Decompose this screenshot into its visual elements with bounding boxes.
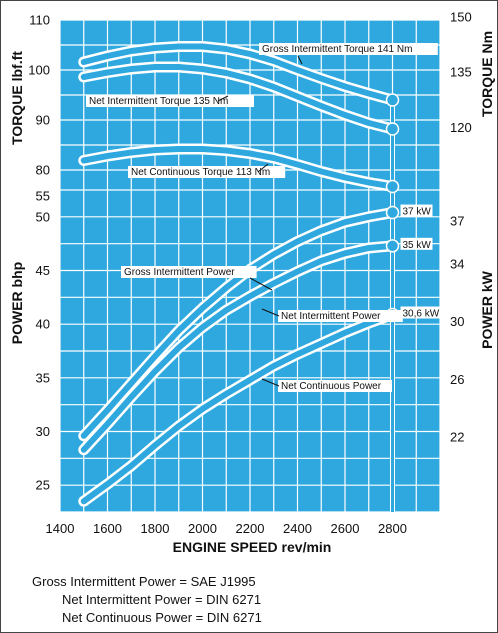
x-tick-label-1800: 1800 [141,521,170,536]
left-tick-label-90: 90 [36,113,50,128]
end-label-35-kw: 35 kW [403,240,432,251]
torque-right-axis-title: TORQUE Nm [479,31,495,117]
footnote-gross-intermittent: Gross Intermittent Power = SAE J1995 [32,574,256,589]
power-gross-intermittent-power-end-marker [385,205,400,220]
right-tick-label-37: 37 [450,213,464,228]
power-right-axis-title: POWER kW [479,270,495,349]
x-axis-title: ENGINE SPEED rev/min [173,539,332,555]
callout-net-intermittent-torque-bg [86,95,254,107]
callout-gross-intermittent-torque-text: Gross Intermittent Torque 141 Nm [262,44,412,55]
left-tick-label-55: 55 [36,189,50,204]
callout-net-continuous-torque-text: Net Continuous Torque 113 Nm [131,167,270,178]
callout-net-continuous-torque-leader [257,163,269,173]
callout-net-continuous-power-leader [261,378,280,387]
torque-net-intermittent-torque-135-nm-end-marker [385,122,400,136]
power-net-continuous-power-line [80,311,396,505]
x-tick-label-2600: 2600 [331,521,360,536]
callout-net-intermittent-torque-text: Net Intermittent Torque 135 Nm [89,96,228,107]
callout-net-intermittent-power-leader [261,308,280,317]
callout-gross-intermittent-power-text: Gross Intermittent Power [124,267,235,278]
left-tick-label-80: 80 [36,163,50,178]
right-tick-label-135: 135 [450,65,472,80]
torque-left-axis-title: TORQUE lbf.ft [9,51,25,145]
left-tick-label-110: 110 [29,13,50,28]
end-label-bg-35-kw [400,237,433,250]
end-label-30-6-kw: 30,6 kW [403,309,440,320]
right-tick-label-120: 120 [450,120,472,135]
callout-net-intermittent-torque-leader [217,95,229,102]
torque-net-intermittent-torque-135-nm-line [80,64,396,132]
left-tick-label-25: 25 [36,478,50,493]
callout-net-continuous-power-bg [278,380,392,392]
footnote-net-intermittent: Net Intermittent Power = DIN 6271 [62,592,262,607]
callout-gross-intermittent-power-bg [121,266,257,278]
end-label-bg-37-kw [400,204,433,217]
callout-gross-intermittent-torque-leader [297,55,303,65]
left-tick-label-30: 30 [36,424,50,439]
right-tick-label-30: 30 [450,314,464,329]
power-net-intermittent-power-end-marker [385,239,400,253]
callout-net-intermittent-power-text: Net Intermittent Power [281,311,381,322]
x-tick-label-2000: 2000 [188,521,217,536]
torque-gross-intermittent-torque-141-nm-line [80,43,396,103]
right-tick-label-26: 26 [450,372,464,387]
right-tick-label-34: 34 [450,257,464,272]
left-tick-label-100: 100 [28,63,50,78]
footnote-net-continuous: Net Continuous Power = DIN 6271 [62,610,262,625]
left-tick-label-40: 40 [36,317,50,332]
x-tick-label-2400: 2400 [283,521,312,536]
torque-gross-intermittent-torque-141-nm-end-marker [385,93,400,107]
callout-gross-intermittent-power-leader [249,277,273,291]
x-tick-label-1400: 1400 [46,521,75,536]
x-tick-label-1600: 1600 [93,521,122,536]
callout-net-intermittent-power-bg [278,310,403,322]
x-tick-label-2800: 2800 [378,521,407,536]
left-tick-label-35: 35 [36,370,50,385]
x-tick-label-2200: 2200 [236,521,265,536]
footnotes: Gross Intermittent Power = SAE J1995 Net… [32,573,262,627]
power-gross-intermittent-power-line [80,209,396,439]
end-label-bg-30-6-kw [400,306,444,319]
callout-net-continuous-power-text: Net Continuous Power [281,381,382,392]
right-tick-label-22: 22 [450,429,464,444]
torque-net-continuous-torque-113-nm-end-marker [385,179,400,194]
power-net-intermittent-power-line [80,242,396,453]
callout-gross-intermittent-torque-bg [259,43,438,55]
left-tick-label-50: 50 [36,209,50,224]
right-tick-label-150: 150 [450,9,472,24]
torque-net-continuous-torque-113-nm-line [80,146,396,190]
power-left-axis-title: POWER bhp [9,262,25,344]
callout-net-continuous-torque-bg [128,166,286,178]
end-label-37-kw: 37 kW [403,207,432,218]
left-tick-label-45: 45 [36,263,50,278]
